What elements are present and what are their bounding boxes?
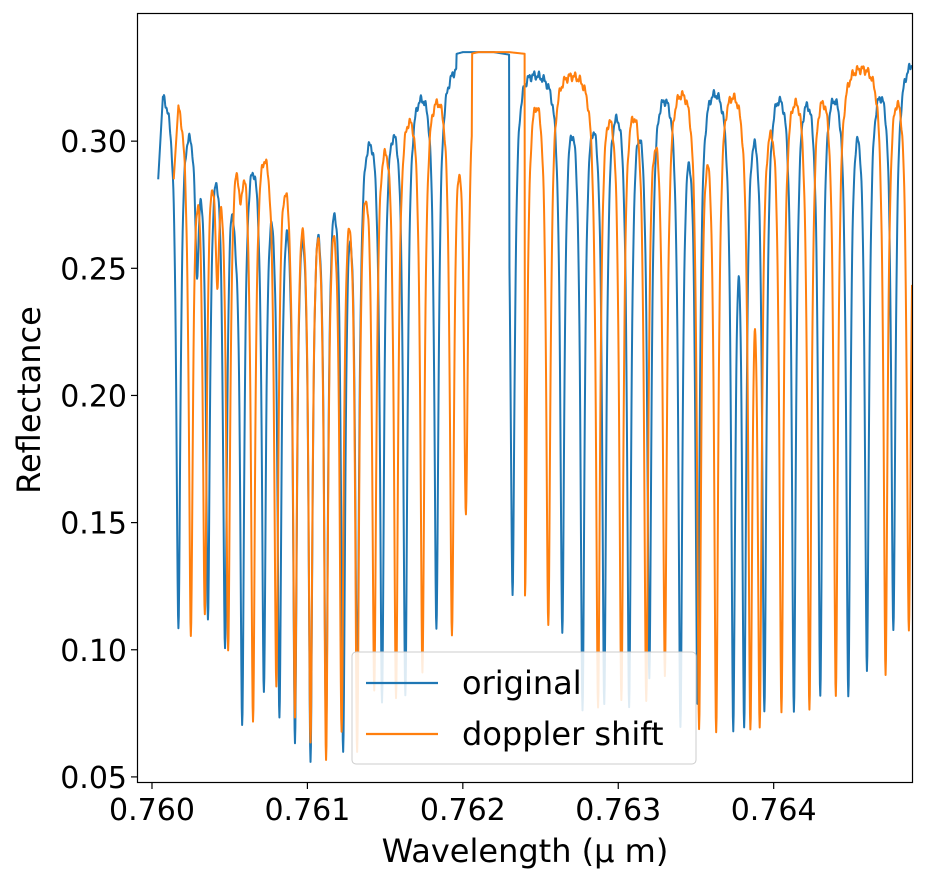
x-tick-label: 0.763 (575, 793, 661, 828)
axes-frame (136, 12, 914, 784)
y-axis-ticks: 0.05 0.10 0.15 0.20 0.25 0.30 (60, 125, 138, 796)
x-tick-label: 0.764 (731, 793, 817, 828)
x-axis-label: Wavelength (μ m) (382, 832, 669, 870)
plot-lines (157, 51, 912, 763)
x-tick-label: 0.760 (109, 793, 195, 828)
y-tick-label: 0.30 (60, 125, 127, 160)
legend: original doppler shift (351, 651, 697, 765)
y-tick-label: 0.10 (60, 634, 127, 669)
legend-label-original: original (462, 664, 582, 702)
y-tick-label: 0.15 (60, 507, 127, 542)
y-tick-label: 0.20 (60, 379, 127, 414)
x-axis-ticks: 0.760 0.761 0.762 0.763 0.764 (109, 782, 817, 828)
legend-label-doppler-shift: doppler shift (462, 715, 664, 753)
y-tick-label: 0.25 (60, 252, 127, 287)
x-tick-label: 0.761 (264, 793, 350, 828)
series-line-doppler-shift (172, 51, 912, 761)
legend-box (351, 651, 697, 765)
y-tick-label: 0.05 (60, 761, 127, 796)
y-axis-label: Reflectance (10, 306, 48, 494)
x-tick-label: 0.762 (420, 793, 506, 828)
series-line-original (157, 51, 912, 763)
